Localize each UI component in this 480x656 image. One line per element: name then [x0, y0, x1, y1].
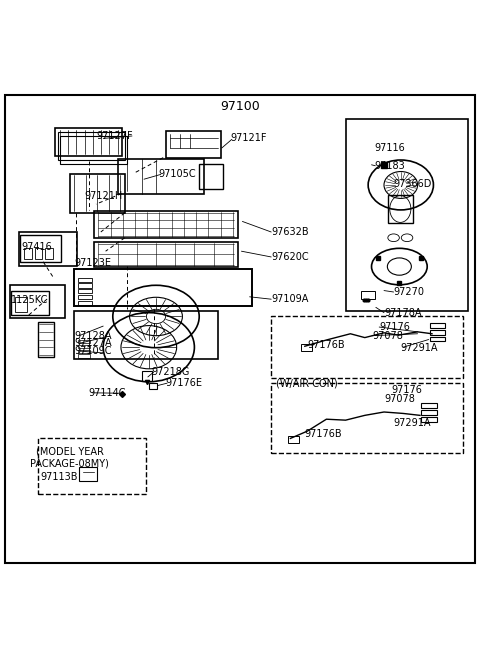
Bar: [20, 236, 61, 262]
Bar: [11, 291, 49, 315]
Text: 97113B: 97113B: [41, 472, 78, 482]
Bar: [288, 436, 299, 443]
Bar: [55, 129, 122, 156]
Bar: [38, 438, 146, 493]
Text: 97176B: 97176B: [305, 428, 342, 439]
Text: 97183: 97183: [374, 161, 405, 171]
Text: 97270: 97270: [394, 287, 425, 297]
Bar: [94, 211, 238, 237]
Text: 97116: 97116: [374, 143, 405, 153]
Bar: [361, 291, 375, 299]
Bar: [271, 383, 463, 453]
Bar: [421, 417, 437, 422]
Text: 97078: 97078: [372, 331, 403, 340]
Bar: [78, 354, 90, 358]
Bar: [78, 340, 90, 343]
Bar: [78, 350, 90, 353]
Text: 97366D: 97366D: [394, 179, 432, 189]
Bar: [430, 323, 445, 328]
Bar: [149, 382, 157, 390]
Bar: [166, 131, 221, 157]
Bar: [78, 277, 92, 282]
Text: (W/AIR CON): (W/AIR CON): [276, 379, 338, 388]
Bar: [78, 295, 92, 299]
Text: 97121F: 97121F: [230, 133, 267, 144]
Text: 97416: 97416: [22, 242, 52, 253]
Bar: [74, 269, 252, 306]
Text: 97105C: 97105C: [158, 169, 196, 179]
Bar: [78, 289, 92, 293]
Bar: [118, 159, 204, 194]
Text: 97114C: 97114C: [89, 388, 126, 398]
Text: 97178A: 97178A: [384, 308, 421, 318]
Text: 97123E: 97123E: [74, 258, 111, 268]
Text: 97291A: 97291A: [394, 418, 431, 428]
Bar: [94, 241, 238, 266]
Bar: [421, 410, 437, 415]
Text: 97632B: 97632B: [271, 227, 309, 237]
Text: 97127F: 97127F: [96, 131, 132, 141]
Bar: [430, 330, 445, 335]
Text: 97291A: 97291A: [401, 343, 438, 353]
Bar: [58, 132, 125, 160]
Text: 97128A: 97128A: [74, 331, 112, 340]
Text: 97620C: 97620C: [271, 252, 309, 262]
Bar: [35, 249, 42, 259]
Bar: [271, 316, 463, 379]
Bar: [78, 300, 92, 305]
Text: 1125KC: 1125KC: [11, 295, 48, 305]
Bar: [199, 164, 223, 189]
Text: 97078: 97078: [384, 394, 415, 404]
Text: 97176: 97176: [391, 385, 422, 396]
Bar: [10, 285, 65, 318]
Text: 97100: 97100: [220, 100, 260, 113]
Bar: [74, 311, 218, 359]
Bar: [421, 403, 437, 408]
Bar: [388, 195, 413, 223]
Text: 97127A: 97127A: [74, 338, 112, 348]
Text: 97121H: 97121H: [84, 191, 122, 201]
Bar: [346, 119, 468, 311]
Text: (MODEL YEAR
PACKAGE-08MY): (MODEL YEAR PACKAGE-08MY): [30, 447, 109, 468]
Bar: [24, 249, 32, 259]
Bar: [60, 136, 127, 164]
Bar: [70, 174, 125, 213]
Text: 97176E: 97176E: [166, 379, 203, 388]
Bar: [78, 283, 92, 288]
Bar: [79, 467, 97, 481]
Text: 97218G: 97218G: [151, 367, 190, 377]
Bar: [301, 344, 312, 351]
Bar: [45, 249, 53, 259]
Text: 97109C: 97109C: [74, 346, 112, 356]
Bar: [15, 297, 27, 312]
Text: 97109A: 97109A: [271, 294, 309, 304]
Text: 97176: 97176: [379, 322, 410, 332]
Bar: [430, 337, 445, 341]
Bar: [19, 232, 77, 266]
Bar: [78, 345, 90, 348]
Bar: [38, 322, 54, 357]
Text: 97176B: 97176B: [307, 340, 345, 350]
Bar: [142, 371, 152, 380]
